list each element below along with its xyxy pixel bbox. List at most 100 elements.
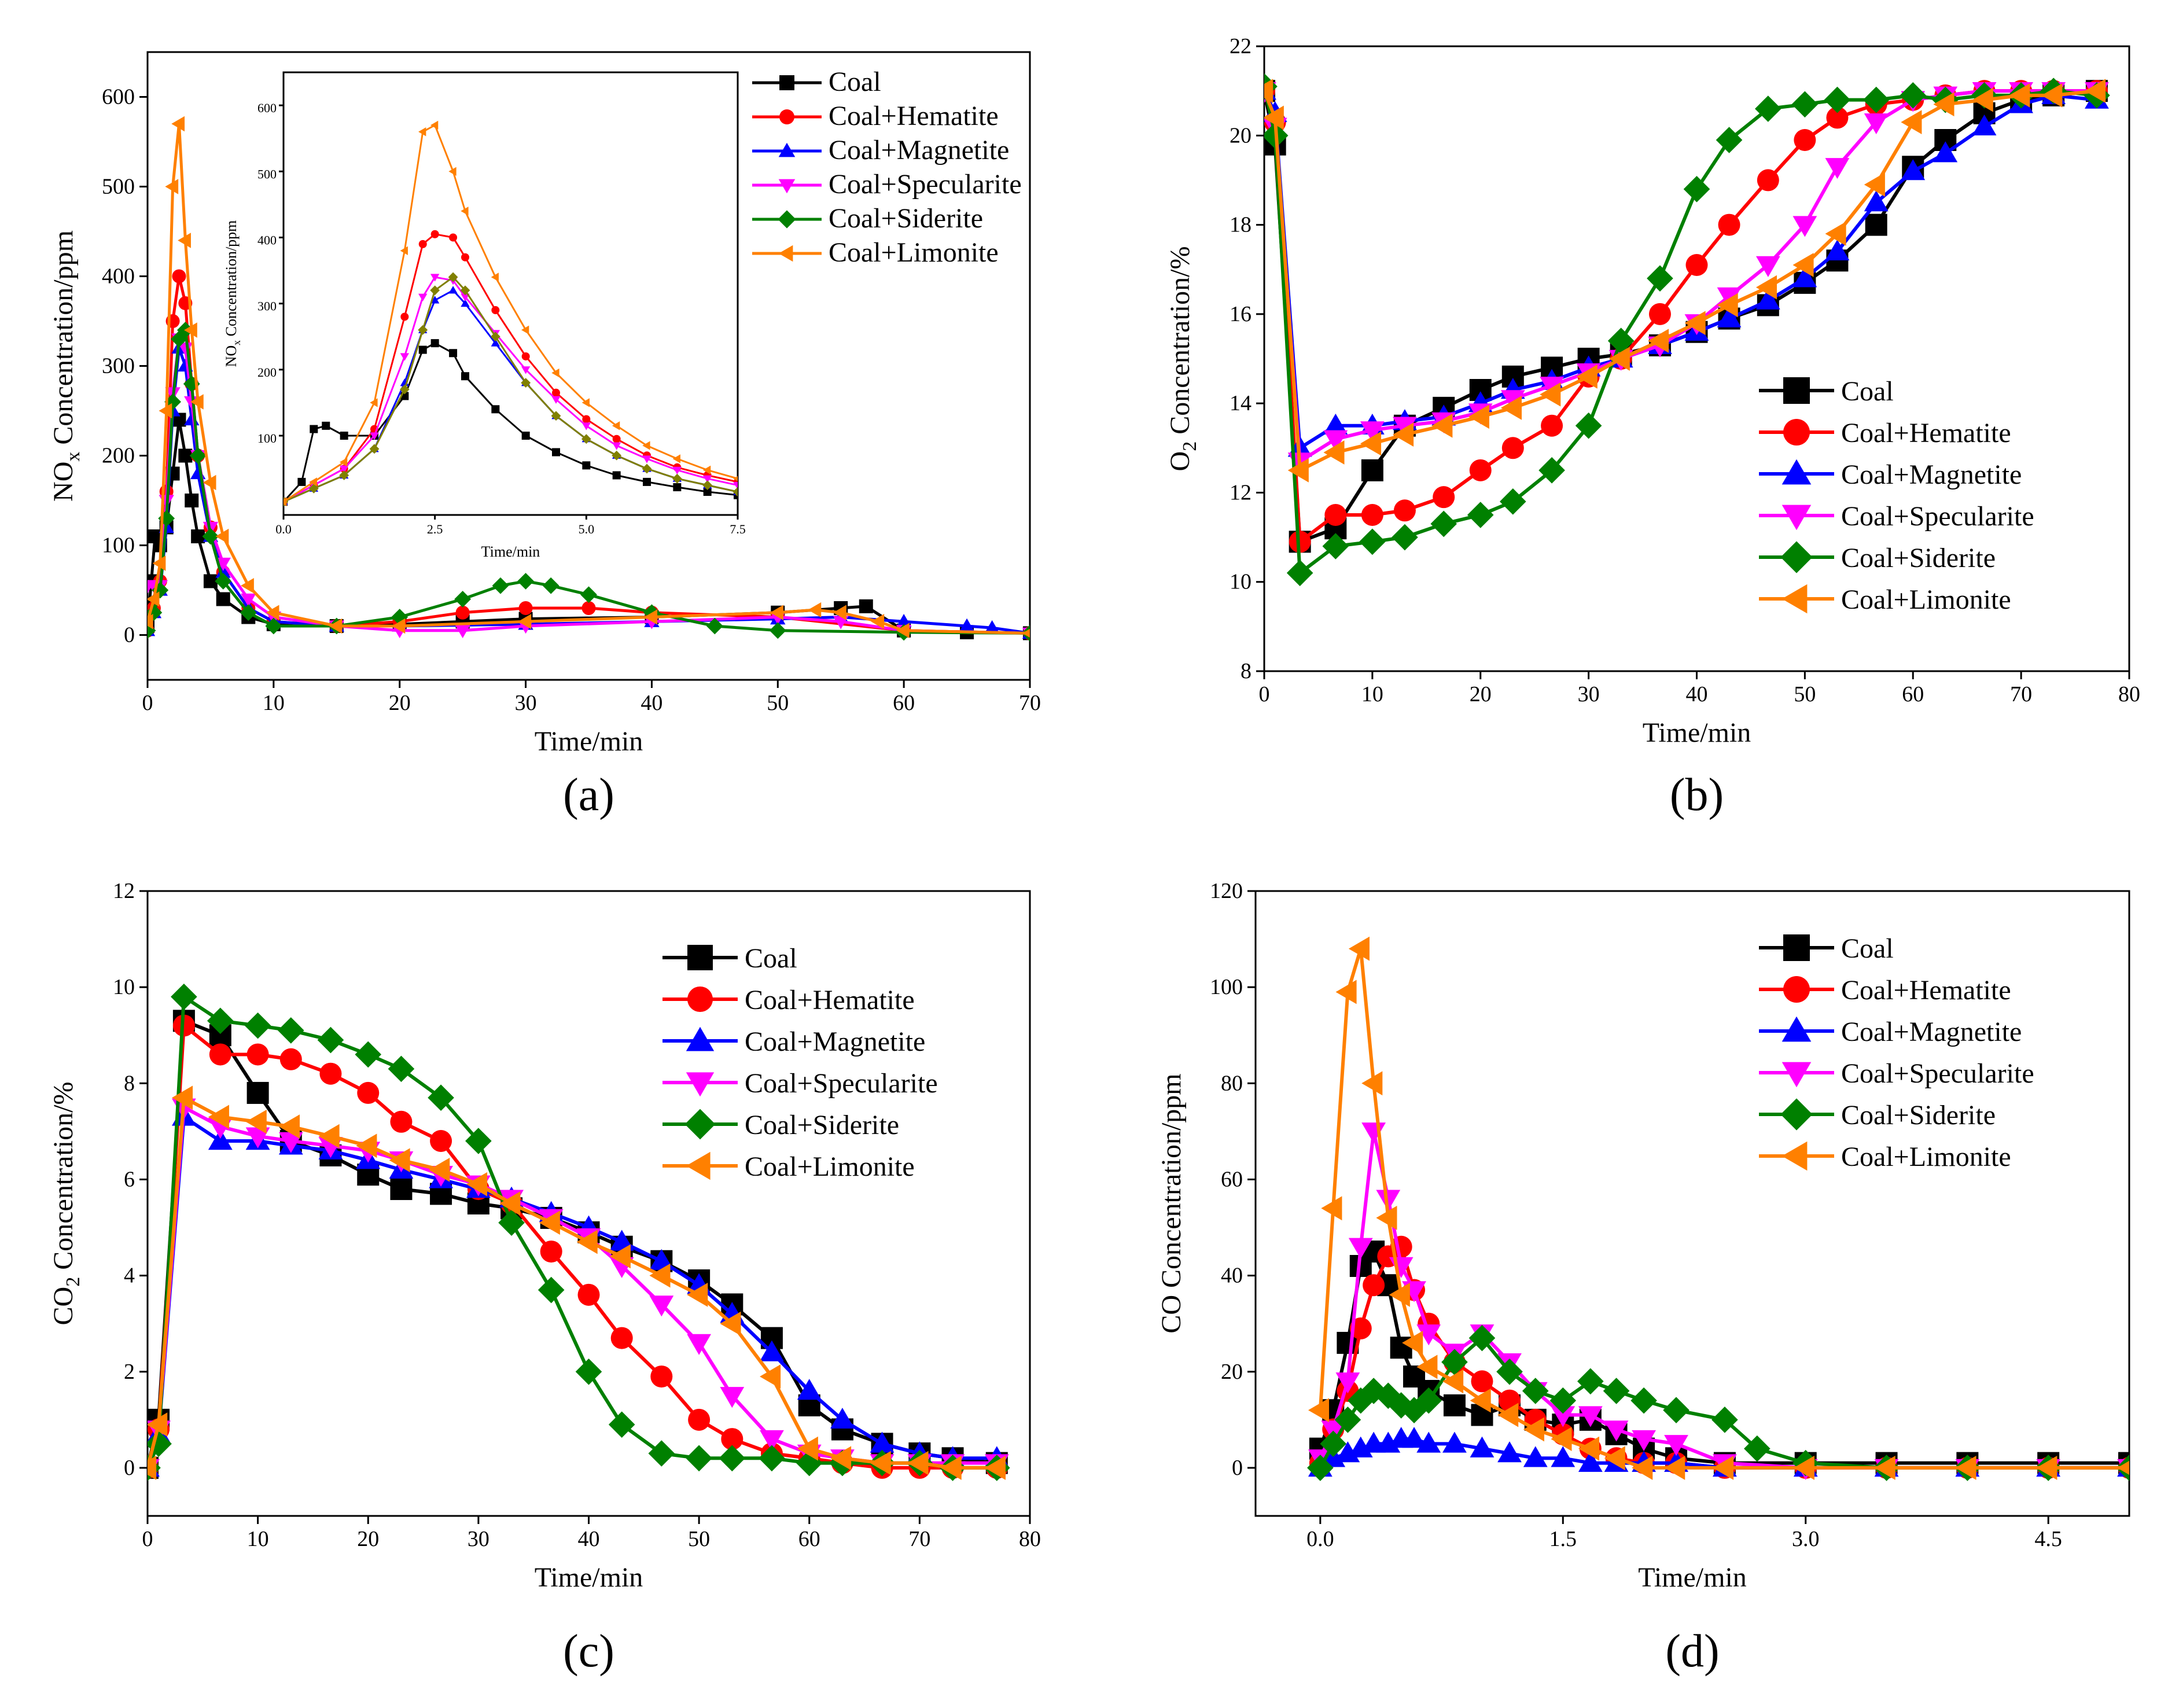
panel-b-ytick-label: 20	[1230, 123, 1251, 148]
series-b-4-point	[1716, 127, 1743, 153]
inset-series-3-point	[521, 366, 531, 374]
series-c-4-point	[719, 1445, 746, 1472]
series-d-5-point	[1874, 1456, 1895, 1480]
x-axis-label: Time/min	[535, 726, 643, 757]
inset-series-4-point	[551, 411, 561, 421]
panel-b-frame	[1263, 45, 2130, 672]
panel-c-xtick-label: 10	[247, 1527, 269, 1551]
series-d-5-line	[1318, 947, 2129, 1470]
legend-marker	[686, 1026, 715, 1051]
series-c-1-point	[721, 1428, 743, 1451]
series-c-5-point	[148, 1412, 168, 1437]
panel-caption: (d)	[1665, 1626, 1719, 1677]
inset-series-4-point	[490, 332, 500, 342]
legend-label: Coal+Siderite	[1841, 1100, 1996, 1131]
series-group	[148, 983, 1010, 1481]
series-c-5-point	[797, 1436, 818, 1461]
series-b-4-point	[1286, 559, 1313, 587]
series-c-1-point	[610, 1327, 633, 1349]
series-b-5-point	[1264, 105, 1284, 130]
series-b-4-point	[1467, 502, 1494, 528]
series-a-2-point	[984, 620, 1000, 634]
series-a-4-point	[706, 617, 723, 635]
series-c-0-point	[246, 1081, 269, 1104]
series-b-5-point	[1500, 395, 1522, 420]
x-axis-label: Time/min	[1643, 717, 1751, 748]
series-b-3-point	[1540, 377, 1564, 398]
series-a-4-point	[517, 573, 534, 590]
legend-label: Coal+Specularite	[1841, 1058, 2034, 1089]
panel-d: 0.0 1.5 3.0 4.5 0 20 40 60 80 100 120 Time/min CO Co…	[1156, 879, 2130, 1677]
inset-series-2-point	[430, 296, 440, 304]
panel-a-ytick-label: 300	[102, 354, 135, 378]
series-d-4-point	[1387, 1392, 1415, 1419]
inset-series-1-point	[521, 352, 530, 360]
series-b-1-point	[1433, 486, 1455, 509]
series-c-4-point	[428, 1084, 454, 1111]
series-a-5-point	[392, 618, 406, 634]
legend-marker	[1783, 934, 1810, 961]
inset-series-4-point	[418, 325, 428, 335]
series-c-1-point	[279, 1048, 302, 1070]
inset-series-1-point	[430, 230, 439, 238]
inset-series-0-point	[521, 431, 530, 440]
series-a-5-point	[178, 233, 191, 248]
legend-label: Coal+Limonite	[1841, 584, 2011, 615]
inset-series-3-point	[581, 422, 591, 430]
inset-series-0-point	[703, 488, 712, 496]
inset-series-0-point	[612, 471, 621, 480]
inset-series-3-line	[284, 276, 738, 503]
series-a-5-point	[171, 116, 185, 132]
inset-series-0-point	[449, 349, 458, 358]
series-c-1-point	[246, 1043, 269, 1066]
inset-series-4-point	[448, 272, 458, 282]
series-a-5-point	[152, 555, 166, 571]
series-a-5-point	[241, 578, 254, 594]
x-axis-label: Time/min	[535, 1562, 643, 1593]
panel-c-xtick-label: 70	[908, 1527, 930, 1551]
series-b-3-point	[1360, 421, 1385, 443]
series-a-5-point	[896, 623, 910, 638]
series-a-5-point	[871, 614, 885, 630]
series-b-5-point	[2041, 83, 2063, 108]
series-b-5-point	[2085, 79, 2106, 104]
series-d-5-point	[1632, 1456, 1653, 1480]
panel-a-xtick-label: 50	[767, 691, 789, 715]
inset-ytick-label: 400	[257, 233, 277, 247]
inset-series-0-point	[297, 477, 306, 486]
inset-series-1-point	[582, 415, 591, 424]
panel-a-ytick-label: 400	[102, 264, 135, 289]
series-d-5-point	[1955, 1456, 1976, 1480]
series-b-3-point	[1393, 417, 1417, 438]
panel-b-ytick-label: 14	[1230, 391, 1251, 415]
series-b-5-point	[1972, 87, 1993, 112]
series-b-5-line	[1264, 89, 2097, 472]
inset-series-5-point	[491, 273, 499, 282]
panel-d-xtick-label: 3.0	[1792, 1527, 1820, 1551]
inset-series-1-point	[449, 233, 458, 242]
series-a-5-point	[190, 394, 204, 410]
series-c-1-point	[209, 1043, 231, 1066]
legend-marker	[778, 210, 796, 229]
y-axis-label: NOx Concentration/ppm	[48, 230, 84, 502]
series-a-4-point	[580, 586, 597, 603]
legend-label: Coal+Hematite	[1841, 975, 2011, 1006]
legend-marker	[1781, 1141, 1808, 1171]
series-c-3-point	[245, 1127, 270, 1149]
series-a-4-point	[265, 617, 282, 635]
panel-a-xtick-label: 70	[1019, 691, 1041, 715]
inset-series-5-point	[370, 398, 378, 407]
panel-a: 0 10 20 30 40 50 60 70 0 100 200 300 400 500 600 Time/m…	[48, 51, 1041, 820]
panel-b-xtick-label: 60	[1902, 682, 1924, 706]
series-c-5-point	[907, 1451, 929, 1475]
series-b-4-point	[1538, 457, 1565, 484]
legend-label: Coal+Specularite	[1841, 501, 2034, 532]
series-a-4-point	[189, 447, 207, 464]
legend-label: Coal+Magnetite	[829, 135, 1009, 165]
legend-marker	[1781, 584, 1808, 614]
series-c-5-point	[389, 1148, 410, 1173]
series-a-3-point	[241, 593, 256, 607]
inset-series-4-point	[702, 480, 713, 491]
series-a-3-point	[215, 557, 231, 571]
inset-series-5-point	[672, 454, 680, 463]
